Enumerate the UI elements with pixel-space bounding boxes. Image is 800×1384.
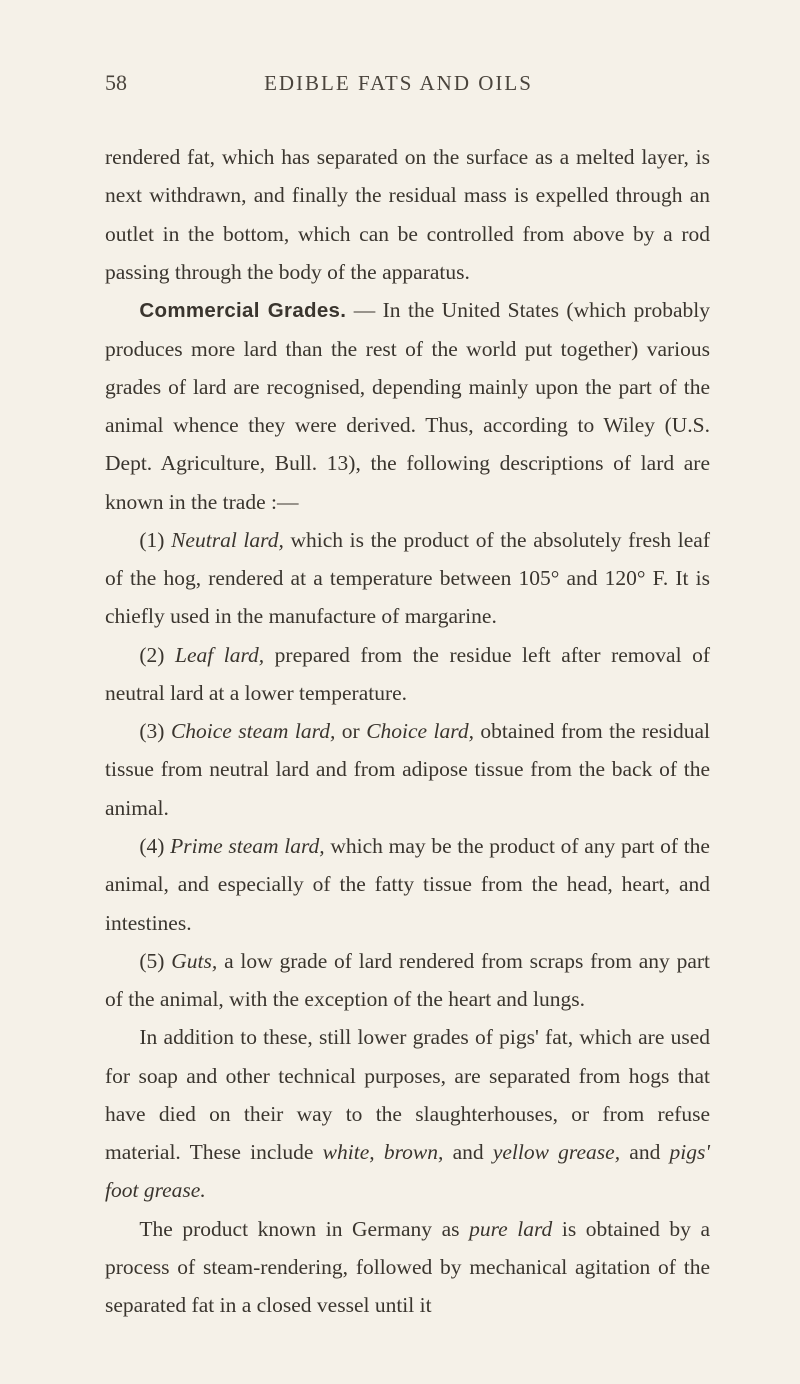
paragraph: In addition to these, still lower grades… (105, 1018, 710, 1209)
paragraph: (3) Choice steam lard, or Choice lard, o… (105, 712, 710, 827)
paragraph: rendered fat, which has separated on the… (105, 138, 710, 291)
running-title: EDIBLE FATS AND OILS (127, 71, 710, 96)
paragraph: (4) Prime steam lard, which may be the p… (105, 827, 710, 942)
paragraph: (5) Guts, a low grade of lard rendered f… (105, 942, 710, 1019)
page: 58 EDIBLE FATS AND OILS rendered fat, wh… (0, 0, 800, 1384)
paragraph: (1) Neutral lard, which is the product o… (105, 521, 710, 636)
page-header: 58 EDIBLE FATS AND OILS (105, 70, 710, 96)
paragraph: The product known in Germany as pure lar… (105, 1210, 710, 1325)
paragraph: (2) Leaf lard, prepared from the residue… (105, 636, 710, 713)
page-number: 58 (105, 70, 127, 96)
body-text: rendered fat, which has separated on the… (105, 138, 710, 1324)
paragraph: Commercial Grades. — In the United State… (105, 291, 710, 521)
